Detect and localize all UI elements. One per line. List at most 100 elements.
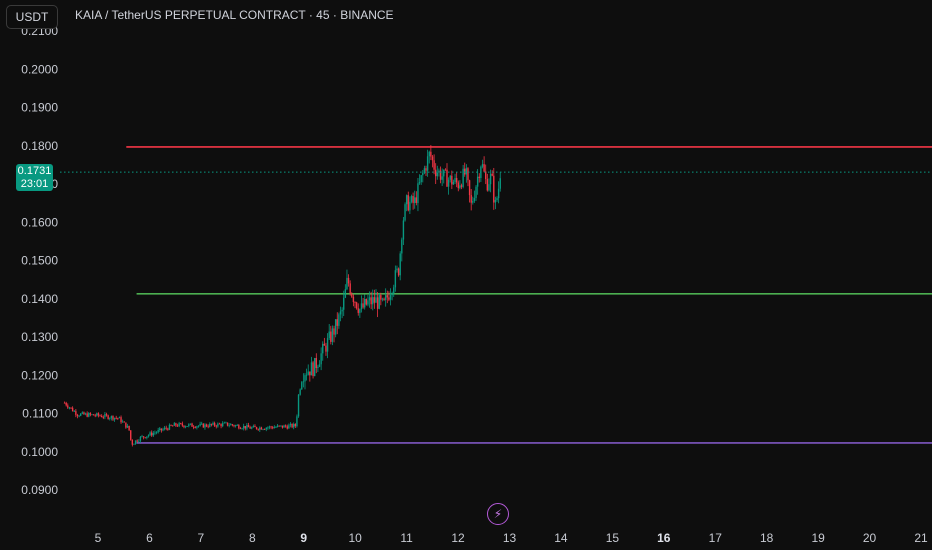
candle-body	[231, 424, 234, 426]
candle-body	[326, 338, 329, 352]
candle-body	[405, 195, 408, 205]
candle-body	[494, 200, 497, 203]
candle-body	[209, 423, 211, 427]
candle-body	[436, 172, 439, 177]
candle-body	[265, 427, 267, 430]
candle-body	[426, 156, 429, 171]
candle-body	[378, 295, 380, 309]
candle-body	[292, 424, 295, 428]
currency-button[interactable]: USDT	[6, 5, 58, 29]
candle-body	[307, 371, 309, 375]
candle-body	[207, 426, 209, 428]
candle-body	[139, 436, 142, 441]
candle-body	[205, 424, 208, 427]
candle-body	[365, 298, 368, 305]
candle-body	[152, 433, 155, 436]
candle-body	[383, 298, 385, 300]
candle-body	[409, 201, 411, 211]
candle-body	[323, 343, 326, 346]
time-tick-label: 14	[554, 531, 568, 545]
candle-body	[423, 168, 426, 173]
candle-body	[280, 425, 282, 427]
candle-body	[462, 168, 464, 187]
candle-body	[434, 169, 437, 177]
candle-body	[384, 295, 387, 300]
candle-body	[204, 424, 206, 428]
candle-body	[449, 175, 451, 180]
candles	[63, 145, 501, 447]
time-tick-label: 19	[811, 531, 825, 545]
candle-body	[157, 429, 159, 433]
candle-body	[386, 295, 388, 298]
candle-body	[438, 170, 440, 173]
time-tick-label: 12	[451, 531, 465, 545]
candle-body	[220, 424, 222, 427]
candle-body	[239, 428, 242, 430]
candle-body	[197, 425, 200, 427]
candle-body	[478, 176, 480, 179]
candle-body	[489, 173, 492, 185]
candle-body	[155, 432, 158, 434]
candle-body	[334, 319, 337, 335]
candle-body	[301, 382, 303, 390]
candle-body	[113, 417, 116, 420]
candle-body	[194, 427, 196, 429]
candle-body	[186, 426, 188, 427]
candle-body	[173, 423, 175, 426]
candle-body	[89, 413, 92, 415]
candle-body	[286, 426, 288, 429]
candle-body	[225, 422, 227, 424]
price-tick-label: 0.2000	[21, 62, 58, 76]
price-axis[interactable]: 0.21000.20000.19000.18000.17000.16000.15…	[21, 24, 58, 497]
candle-body	[396, 268, 398, 271]
currency-label: USDT	[15, 10, 49, 24]
candle-body	[281, 425, 284, 428]
candle-body	[397, 268, 400, 276]
candle-body	[318, 364, 321, 367]
candle-body	[452, 181, 455, 185]
candle-body	[178, 423, 180, 427]
time-tick-label: 7	[198, 531, 205, 545]
time-tick-label: 10	[349, 531, 363, 545]
candle-body	[328, 331, 330, 339]
candle-body	[304, 375, 306, 382]
candle-body	[320, 353, 322, 365]
time-tick-label: 8	[249, 531, 256, 545]
candle-body	[230, 424, 232, 426]
candle-body	[234, 425, 237, 427]
candle-body	[238, 425, 240, 429]
candle-body	[430, 151, 432, 157]
candle-body	[176, 425, 179, 427]
candle-body	[131, 439, 134, 445]
candle-body	[444, 169, 447, 171]
candle-body	[317, 366, 319, 369]
candle-body	[221, 423, 224, 427]
lightning-icon[interactable]: ⚡︎	[487, 503, 509, 525]
candle-body	[433, 160, 435, 170]
candle-body	[407, 195, 409, 211]
candle-body	[260, 427, 263, 430]
candle-body	[412, 196, 414, 203]
candle-body	[418, 182, 421, 184]
price-tick-label: 0.0900	[21, 483, 58, 497]
candle-body	[104, 414, 106, 418]
candle-body	[370, 297, 372, 305]
price-tick-label: 0.1200	[21, 368, 58, 382]
time-axis[interactable]: 5 6 7 8 9 10 11 12 13 14 15 16 17 18 19 20 21	[95, 531, 928, 545]
time-tick-label: 13	[503, 531, 517, 545]
candle-body	[349, 283, 351, 294]
candle-body	[142, 436, 145, 438]
candle-body	[460, 185, 463, 187]
last-price-badge: 0.1731 23:01	[16, 164, 53, 191]
price-tick-label: 0.1900	[21, 101, 58, 115]
candle-body	[128, 425, 130, 431]
candle-body	[210, 423, 213, 425]
candle-body	[310, 362, 313, 376]
candle-body	[73, 411, 75, 412]
candle-body	[305, 374, 308, 376]
candle-body	[496, 198, 498, 201]
candle-body	[83, 412, 85, 415]
candle-body	[431, 156, 434, 161]
candle-body	[481, 164, 484, 167]
